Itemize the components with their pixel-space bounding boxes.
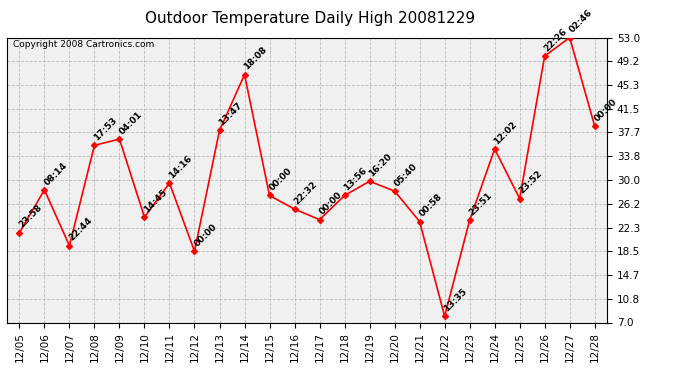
Text: 17:53: 17:53 [92,116,119,142]
Text: 23:51: 23:51 [467,191,494,217]
Text: 22:26: 22:26 [542,27,569,53]
Text: 00:00: 00:00 [317,190,344,217]
Text: 00:00: 00:00 [267,166,293,193]
Text: 02:46: 02:46 [567,8,594,35]
Text: 05:40: 05:40 [393,162,419,188]
Text: 14:16: 14:16 [167,154,194,180]
Text: Outdoor Temperature Daily High 20081229: Outdoor Temperature Daily High 20081229 [146,11,475,26]
Text: 22:32: 22:32 [293,180,319,206]
Text: 04:01: 04:01 [117,110,144,136]
Text: 23:58: 23:58 [17,203,43,230]
Text: 13:56: 13:56 [342,166,369,193]
Text: 00:58: 00:58 [417,192,444,219]
Text: 14:45: 14:45 [142,188,169,214]
Text: 12:02: 12:02 [493,120,519,146]
Text: 08:14: 08:14 [42,160,69,187]
Text: 22:44: 22:44 [67,216,94,243]
Text: 13:47: 13:47 [217,101,244,128]
Text: 16:20: 16:20 [367,152,394,178]
Text: 00:00: 00:00 [593,97,619,123]
Text: Copyright 2008 Cartronics.com: Copyright 2008 Cartronics.com [13,40,154,50]
Text: 13:35: 13:35 [442,287,469,314]
Text: 18:08: 18:08 [242,45,269,72]
Text: 23:52: 23:52 [518,169,544,196]
Text: 00:00: 00:00 [193,222,219,249]
